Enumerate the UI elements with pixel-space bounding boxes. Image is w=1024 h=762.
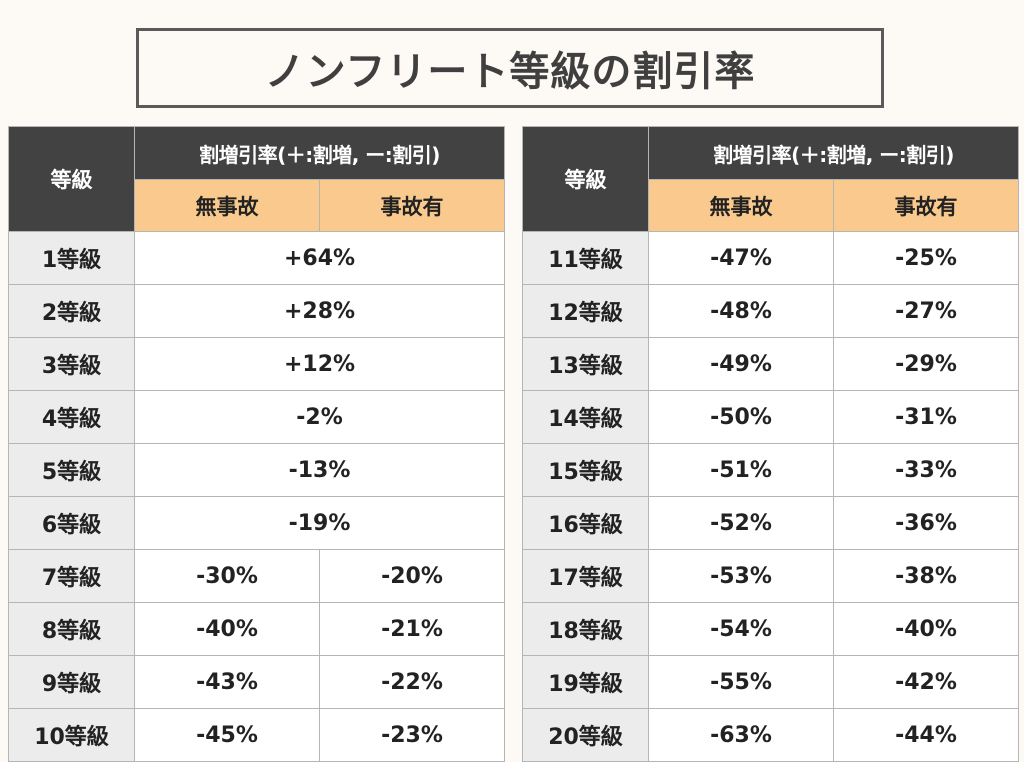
rate-cell-no-accident: -54% bbox=[648, 602, 834, 656]
rate-cell-no-accident: -51% bbox=[648, 443, 834, 497]
table-row: 14等級 -50% -31% bbox=[522, 390, 1019, 444]
grade-cell: 12等級 bbox=[522, 284, 649, 338]
rate-cell-no-accident: -47% bbox=[648, 231, 834, 285]
grade-cell: 17等級 bbox=[522, 549, 649, 603]
grade-cell: 5等級 bbox=[8, 443, 135, 497]
rate-cell-no-accident: -49% bbox=[648, 337, 834, 391]
table-row: 2等級 +28% bbox=[8, 284, 505, 338]
grade-cell: 3等級 bbox=[8, 337, 135, 391]
rate-cell-accident: -21% bbox=[319, 602, 505, 656]
rate-cell-accident: -23% bbox=[319, 708, 505, 762]
grade-cell: 20等級 bbox=[522, 708, 649, 762]
header-rate: 割増引率(＋:割増, ー:割引) bbox=[648, 126, 1019, 180]
grade-cell: 1等級 bbox=[8, 231, 135, 285]
grade-cell: 4等級 bbox=[8, 390, 135, 444]
rate-cell-accident: -44% bbox=[833, 708, 1019, 762]
grade-table-left: 等級 割増引率(＋:割増, ー:割引) 無事故 事故有 1等級 +64% 2等級 +2… bbox=[8, 126, 505, 762]
rate-cell-no-accident: -63% bbox=[648, 708, 834, 762]
table-row: 5等級 -13% bbox=[8, 443, 505, 497]
table-row: 15等級 -51% -33% bbox=[522, 443, 1019, 497]
table-row: 6等級 -19% bbox=[8, 496, 505, 550]
page-title: ノンフリート等級の割引率 bbox=[264, 49, 756, 95]
grade-cell: 8等級 bbox=[8, 602, 135, 656]
rate-cell-no-accident: -55% bbox=[648, 655, 834, 709]
header-no-accident: 無事故 bbox=[134, 179, 320, 232]
grade-cell: 2等級 bbox=[8, 284, 135, 338]
table-row: 18等級 -54% -40% bbox=[522, 602, 1019, 656]
rate-cell-accident: -42% bbox=[833, 655, 1019, 709]
grade-cell: 14等級 bbox=[522, 390, 649, 444]
table-row: 11等級 -47% -25% bbox=[522, 231, 1019, 285]
rate-cell-no-accident: -30% bbox=[134, 549, 320, 603]
rate-cell-accident: -29% bbox=[833, 337, 1019, 391]
rate-cell-combined: -19% bbox=[134, 496, 505, 550]
rate-cell-combined: -2% bbox=[134, 390, 505, 444]
header-no-accident: 無事故 bbox=[648, 179, 834, 232]
table-row: 4等級 -2% bbox=[8, 390, 505, 444]
rate-cell-accident: -33% bbox=[833, 443, 1019, 497]
rate-cell-no-accident: -48% bbox=[648, 284, 834, 338]
table-row: 19等級 -55% -42% bbox=[522, 655, 1019, 709]
rate-cell-no-accident: -50% bbox=[648, 390, 834, 444]
table-row: 1等級 +64% bbox=[8, 231, 505, 285]
table-row: 13等級 -49% -29% bbox=[522, 337, 1019, 391]
header-accident: 事故有 bbox=[833, 179, 1019, 232]
rate-cell-accident: -31% bbox=[833, 390, 1019, 444]
table-row: 3等級 +12% bbox=[8, 337, 505, 391]
rate-cell-accident: -22% bbox=[319, 655, 505, 709]
table-row: 12等級 -48% -27% bbox=[522, 284, 1019, 338]
rate-cell-combined: -13% bbox=[134, 443, 505, 497]
rate-cell-accident: -38% bbox=[833, 549, 1019, 603]
rate-cell-no-accident: -40% bbox=[134, 602, 320, 656]
table-row: 10等級 -45% -23% bbox=[8, 708, 505, 762]
table-body-right: 11等級 -47% -25% 12等級 -48% -27% 13等級 -49% -29% 14等級… bbox=[522, 231, 1019, 762]
rate-cell-accident: -27% bbox=[833, 284, 1019, 338]
rate-cell-accident: -40% bbox=[833, 602, 1019, 656]
rate-cell-accident: -20% bbox=[319, 549, 505, 603]
table-row: 9等級 -43% -22% bbox=[8, 655, 505, 709]
rate-cell-no-accident: -45% bbox=[134, 708, 320, 762]
table-body-left: 1等級 +64% 2等級 +28% 3等級 +12% 4等級 -2% 5等級 -13% 6等級 -19… bbox=[8, 231, 505, 762]
grade-cell: 19等級 bbox=[522, 655, 649, 709]
grade-cell: 16等級 bbox=[522, 496, 649, 550]
table-row: 16等級 -52% -36% bbox=[522, 496, 1019, 550]
grade-table-right: 等級 割増引率(＋:割増, ー:割引) 無事故 事故有 11等級 -47% -25%… bbox=[522, 126, 1019, 762]
grade-cell: 13等級 bbox=[522, 337, 649, 391]
header-grade: 等級 bbox=[522, 126, 649, 232]
rate-cell-accident: -36% bbox=[833, 496, 1019, 550]
title-box: ノンフリート等級の割引率 bbox=[136, 28, 884, 108]
grade-cell: 18等級 bbox=[522, 602, 649, 656]
rate-cell-accident: -25% bbox=[833, 231, 1019, 285]
table-row: 20等級 -63% -44% bbox=[522, 708, 1019, 762]
grade-cell: 7等級 bbox=[8, 549, 135, 603]
grade-cell: 11等級 bbox=[522, 231, 649, 285]
grade-cell: 10等級 bbox=[8, 708, 135, 762]
header-grade: 等級 bbox=[8, 126, 135, 232]
header-rate: 割増引率(＋:割増, ー:割引) bbox=[134, 126, 505, 180]
table-row: 17等級 -53% -38% bbox=[522, 549, 1019, 603]
rate-cell-no-accident: -43% bbox=[134, 655, 320, 709]
table-row: 7等級 -30% -20% bbox=[8, 549, 505, 603]
grade-cell: 9等級 bbox=[8, 655, 135, 709]
rate-cell-combined: +12% bbox=[134, 337, 505, 391]
header-accident: 事故有 bbox=[319, 179, 505, 232]
table-row: 8等級 -40% -21% bbox=[8, 602, 505, 656]
grade-cell: 6等級 bbox=[8, 496, 135, 550]
rate-cell-no-accident: -52% bbox=[648, 496, 834, 550]
grade-cell: 15等級 bbox=[522, 443, 649, 497]
rate-cell-combined: +28% bbox=[134, 284, 505, 338]
rate-cell-combined: +64% bbox=[134, 231, 505, 285]
rate-cell-no-accident: -53% bbox=[648, 549, 834, 603]
